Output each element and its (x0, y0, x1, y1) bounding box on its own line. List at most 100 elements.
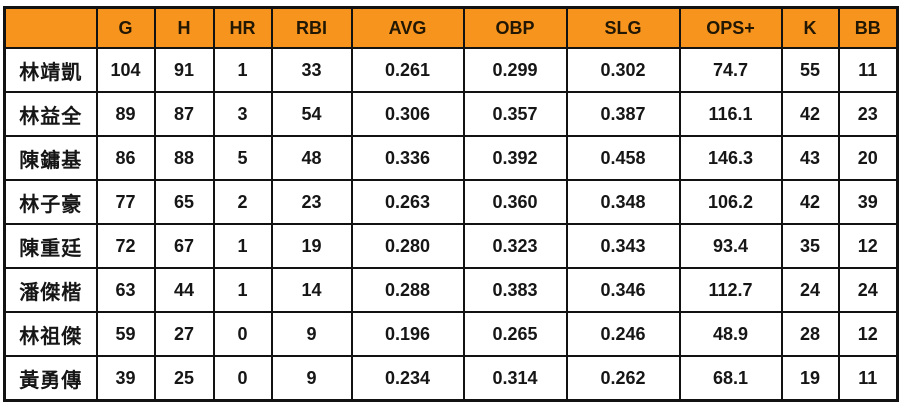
stat-cell: 0.383 (462, 267, 568, 313)
stat-cell: 5 (212, 135, 273, 181)
stat-cell: 0.288 (350, 267, 465, 313)
stat-cell: 1 (212, 47, 273, 93)
table-row: 黃勇傳 39 25 0 9 0.234 0.314 0.262 68.1 19 11 (3, 355, 899, 402)
stat-cell: 14 (270, 267, 353, 313)
stat-cell: 0.234 (350, 355, 465, 402)
stat-cell: 0.323 (462, 223, 568, 269)
table-row: 陳鏞基 86 88 5 48 0.336 0.392 0.458 146.3 43 20 (3, 135, 899, 181)
stat-cell: 93.4 (678, 223, 783, 269)
table-row: 潘傑楷 63 44 1 14 0.288 0.383 0.346 112.7 24 24 (3, 267, 899, 313)
stat-cell: 0.265 (462, 311, 568, 357)
stat-cell: 39 (95, 355, 156, 402)
stat-cell: 0.306 (350, 91, 465, 137)
stat-cell: 72 (95, 223, 156, 269)
stat-cell: 0 (212, 355, 273, 402)
table-row: 林子豪 77 65 2 23 0.263 0.360 0.348 106.2 42 39 (3, 179, 899, 225)
stat-cell: 59 (95, 311, 156, 357)
stat-cell: 0.280 (350, 223, 465, 269)
stat-cell: 68.1 (678, 355, 783, 402)
stat-cell: 0 (212, 311, 273, 357)
player-name-cell: 林子豪 (3, 179, 98, 225)
stat-cell: 0.196 (350, 311, 465, 357)
player-name-cell: 林益全 (3, 91, 98, 137)
table-body: 林靖凱 104 91 1 33 0.261 0.299 0.302 74.7 55 11 林益全 89 8… (3, 47, 899, 402)
stat-cell: 9 (270, 311, 353, 357)
stat-cell: 2 (212, 179, 273, 225)
stat-cell: 104 (95, 47, 156, 93)
stat-cell: 146.3 (678, 135, 783, 181)
stat-cell: 1 (212, 223, 273, 269)
column-header-opsplus: OPS+ (678, 6, 783, 49)
stat-cell: 88 (153, 135, 215, 181)
column-header-rbi: RBI (270, 6, 353, 49)
stat-cell: 12 (837, 311, 899, 357)
stat-cell: 116.1 (678, 91, 783, 137)
column-header-bb: BB (837, 6, 899, 49)
stat-cell: 87 (153, 91, 215, 137)
stat-cell: 0.392 (462, 135, 568, 181)
player-name-cell: 陳鏞基 (3, 135, 98, 181)
stat-cell: 23 (837, 91, 899, 137)
stat-cell: 0.246 (565, 311, 681, 357)
stat-cell: 74.7 (678, 47, 783, 93)
stat-cell: 24 (837, 267, 899, 313)
header-row: G H HR RBI AVG OBP SLG OPS+ K BB (3, 6, 899, 49)
stat-cell: 89 (95, 91, 156, 137)
column-header-avg: AVG (350, 6, 465, 49)
stat-cell: 65 (153, 179, 215, 225)
stat-cell: 1 (212, 267, 273, 313)
stat-cell: 91 (153, 47, 215, 93)
column-header-h: H (153, 6, 215, 49)
stat-cell: 3 (212, 91, 273, 137)
player-name-cell: 黃勇傳 (3, 355, 98, 402)
stat-cell: 11 (837, 47, 899, 93)
player-stats-table: G H HR RBI AVG OBP SLG OPS+ K BB 林靖凱 104 91 1 33 0.261… (3, 6, 899, 402)
player-name-cell: 陳重廷 (3, 223, 98, 269)
stat-cell: 55 (780, 47, 840, 93)
stat-cell: 0.348 (565, 179, 681, 225)
stat-cell: 20 (837, 135, 899, 181)
stat-cell: 19 (270, 223, 353, 269)
stat-cell: 0.458 (565, 135, 681, 181)
stat-cell: 48.9 (678, 311, 783, 357)
column-header-g: G (95, 6, 156, 49)
table-row: 林靖凱 104 91 1 33 0.261 0.299 0.302 74.7 55 11 (3, 47, 899, 93)
stat-cell: 0.263 (350, 179, 465, 225)
stat-cell: 0.261 (350, 47, 465, 93)
player-name-cell: 林靖凱 (3, 47, 98, 93)
stat-cell: 0.336 (350, 135, 465, 181)
stat-cell: 67 (153, 223, 215, 269)
stat-cell: 23 (270, 179, 353, 225)
stat-cell: 39 (837, 179, 899, 225)
column-header-obp: OBP (462, 6, 568, 49)
stat-cell: 28 (780, 311, 840, 357)
stat-cell: 48 (270, 135, 353, 181)
stat-cell: 54 (270, 91, 353, 137)
stat-cell: 44 (153, 267, 215, 313)
stat-cell: 24 (780, 267, 840, 313)
column-header-slg: SLG (565, 6, 681, 49)
stat-cell: 0.299 (462, 47, 568, 93)
stat-cell: 35 (780, 223, 840, 269)
stat-cell: 0.387 (565, 91, 681, 137)
stat-cell: 112.7 (678, 267, 783, 313)
stat-cell: 0.360 (462, 179, 568, 225)
stat-cell: 63 (95, 267, 156, 313)
stat-cell: 0.314 (462, 355, 568, 402)
table-header: G H HR RBI AVG OBP SLG OPS+ K BB (3, 6, 899, 49)
stat-cell: 0.302 (565, 47, 681, 93)
table-row: 林祖傑 59 27 0 9 0.196 0.265 0.246 48.9 28 12 (3, 311, 899, 357)
table-row: 林益全 89 87 3 54 0.306 0.357 0.387 116.1 42 23 (3, 91, 899, 137)
stat-cell: 42 (780, 179, 840, 225)
stat-cell: 33 (270, 47, 353, 93)
stat-cell: 25 (153, 355, 215, 402)
player-name-cell: 潘傑楷 (3, 267, 98, 313)
column-header-hr: HR (212, 6, 273, 49)
stat-cell: 0.346 (565, 267, 681, 313)
stat-cell: 9 (270, 355, 353, 402)
stat-cell: 0.357 (462, 91, 568, 137)
stat-cell: 12 (837, 223, 899, 269)
column-header-player (3, 6, 98, 49)
stat-cell: 11 (837, 355, 899, 402)
